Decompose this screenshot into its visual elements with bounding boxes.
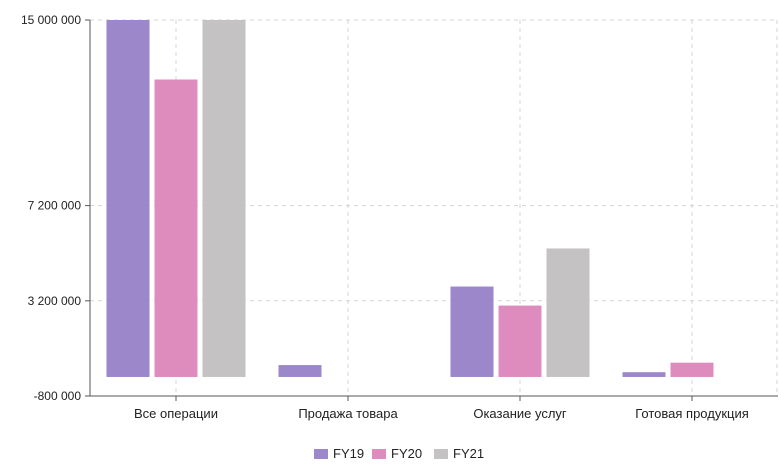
legend-swatch — [434, 449, 448, 459]
legend-label: FY21 — [453, 446, 484, 461]
bar-fy21-2 — [546, 248, 590, 377]
x-tick-label: Готовая продукция — [635, 406, 749, 421]
legend: FY19 FY20 FY21 — [314, 446, 484, 461]
legend-label: FY20 — [391, 446, 422, 461]
x-tick-label: Оказание услуг — [473, 406, 567, 421]
y-tick-label: -800 000 — [34, 389, 82, 403]
y-tick-label: 3 200 000 — [28, 294, 82, 308]
legend-item-fy21[interactable]: FY21 — [434, 446, 484, 461]
bar-fy19-3 — [622, 372, 666, 377]
bar-fy19-0 — [106, 20, 150, 377]
legend-item-fy19[interactable]: FY19 — [314, 446, 364, 461]
legend-item-fy20[interactable]: FY20 — [372, 446, 422, 461]
bar-fy20-3 — [670, 362, 714, 377]
bar-fy20-2 — [498, 305, 542, 377]
axes: -800 000 3 200 000 7 200 000 15 000 000 Все … — [21, 13, 778, 421]
x-tick-label: Продажа товара — [298, 406, 398, 421]
y-tick-label: 7 200 000 — [28, 199, 82, 213]
bars — [106, 20, 714, 377]
x-tick-label: Все операции — [134, 406, 218, 421]
legend-swatch — [372, 449, 386, 459]
legend-swatch — [314, 449, 328, 459]
bar-fy19-1 — [278, 365, 322, 377]
y-tick-label: 15 000 000 — [21, 13, 81, 27]
bar-fy20-0 — [154, 79, 198, 377]
legend-label: FY19 — [333, 446, 364, 461]
bar-fy19-2 — [450, 286, 494, 377]
bar-fy21-0 — [202, 20, 246, 377]
